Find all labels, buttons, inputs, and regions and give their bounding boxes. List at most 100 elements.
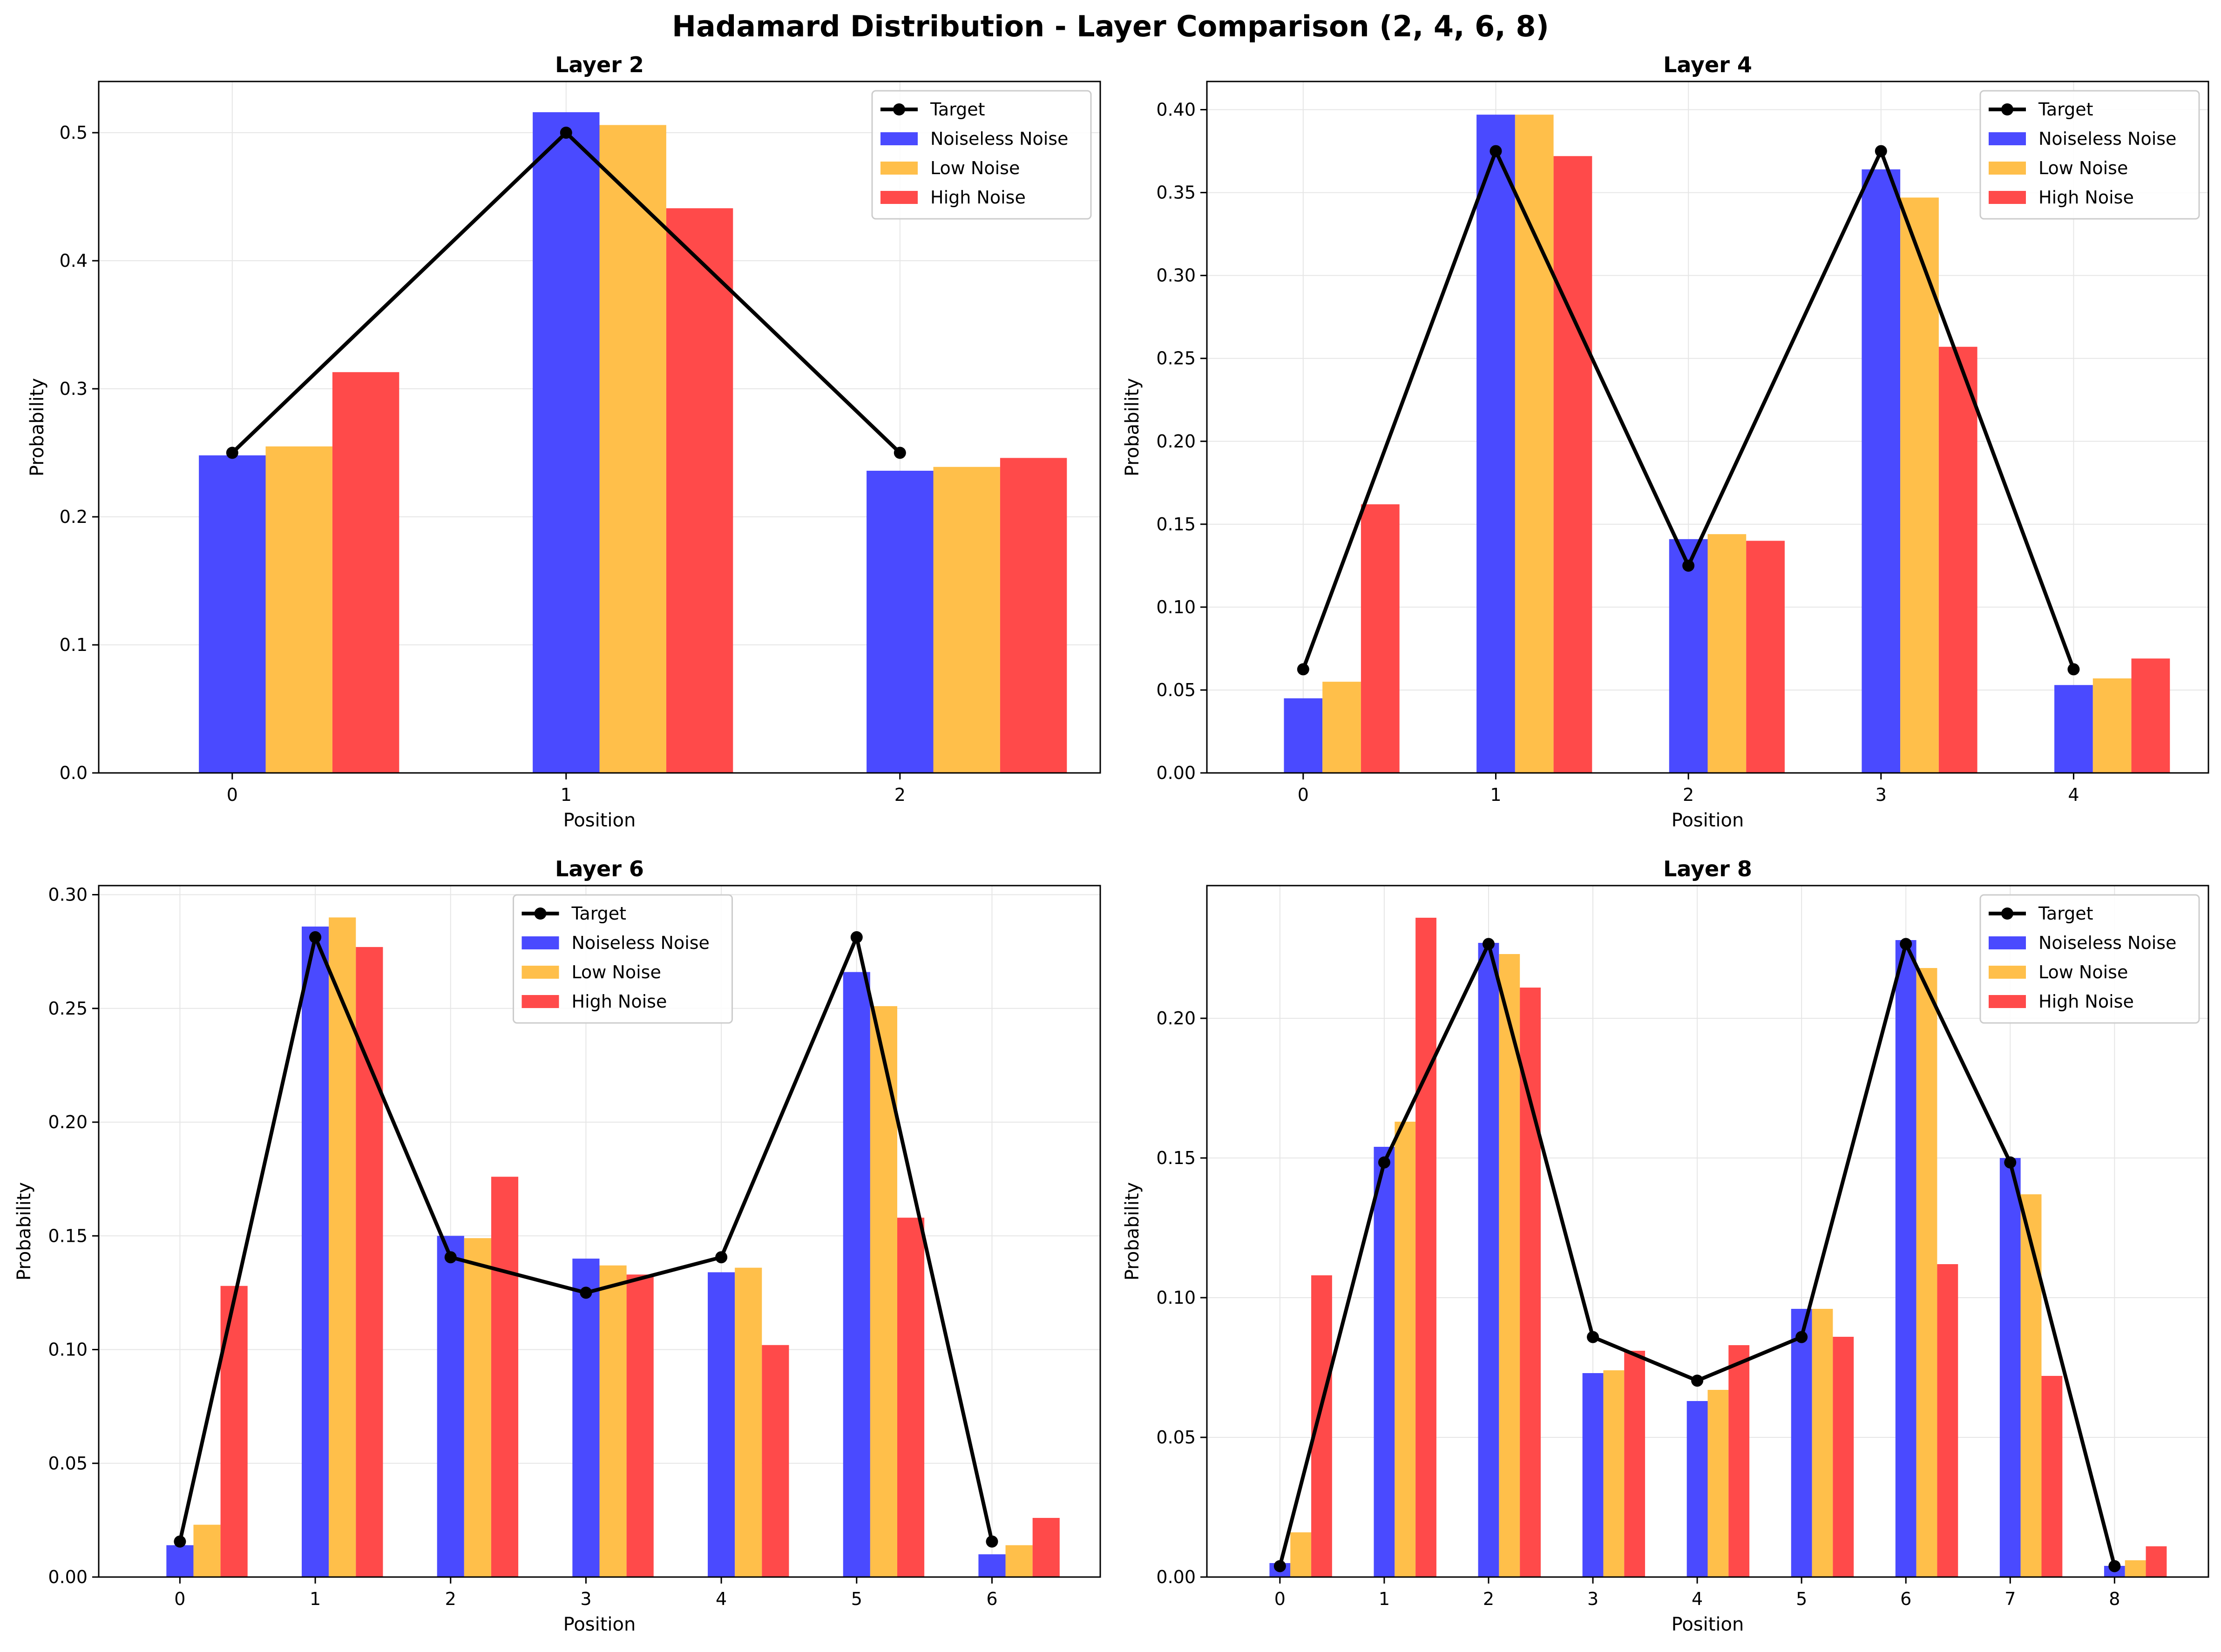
legend-swatch (1989, 191, 2026, 204)
bar-noiseless-noise (1669, 539, 1708, 773)
bar-low-noise (1005, 1545, 1033, 1577)
bar-low-noise (2125, 1560, 2146, 1577)
x-tick-label: 1 (1490, 785, 1501, 805)
x-tick-label: 2 (894, 785, 906, 805)
bar-high-noise (666, 208, 733, 773)
y-axis-label: Probability (27, 378, 48, 476)
legend-label: Low Noise (930, 158, 1020, 178)
x-tick-label: 1 (1379, 1589, 1390, 1609)
y-tick-label: 0.2 (60, 507, 88, 527)
target-point (986, 1535, 998, 1548)
bar-high-noise (491, 1177, 519, 1577)
bar-high-noise (1415, 918, 1436, 1577)
x-tick-label: 7 (2004, 1589, 2016, 1609)
x-tick-label: 5 (851, 1589, 862, 1609)
bar-noiseless-noise (843, 972, 870, 1577)
y-tick-label: 0.05 (48, 1453, 88, 1474)
legend-label: Low Noise (2038, 158, 2128, 178)
x-tick-label: 2 (445, 1589, 456, 1609)
bar-high-noise (1728, 1345, 1750, 1577)
legend-swatch (1989, 966, 2026, 979)
target-point (226, 447, 238, 459)
bar-low-noise (2092, 678, 2132, 773)
bar-noiseless-noise (1582, 1373, 1604, 1577)
target-point (1691, 1374, 1704, 1387)
subplot-layer-1: 0.0 0.1 0.2 0.3 0.4 0.5 0 1 2 Layer 2 Position Prob… (27, 52, 1101, 831)
legend: Target Noiseless Noise Low Noise High Noise (1979, 90, 2200, 220)
bar-high-noise (762, 1345, 789, 1577)
bar-noiseless-noise (867, 471, 934, 773)
x-tick-label: 3 (1876, 785, 1887, 805)
legend-swatch (521, 936, 559, 949)
target-point (1900, 938, 1912, 950)
y-tick-label: 0.00 (48, 1567, 88, 1587)
y-tick-label: 0.25 (48, 998, 88, 1019)
legend-label: Noiseless Noise (2038, 933, 2176, 953)
y-tick-label: 0.0 (60, 763, 88, 783)
x-tick-label: 0 (174, 1589, 185, 1609)
y-tick-label: 0.15 (1156, 514, 1196, 535)
bar-noiseless-noise (1284, 698, 1323, 773)
x-tick-label: 2 (1683, 785, 1694, 805)
legend-label: Target (2038, 99, 2093, 120)
bar-low-noise (464, 1238, 491, 1577)
bar-noiseless-noise (166, 1545, 194, 1577)
target-point (1297, 663, 1309, 676)
subplot-title: Layer 8 (1663, 856, 1752, 881)
bar-low-noise (1499, 954, 1520, 1577)
bar-high-noise (220, 1286, 248, 1577)
bar-high-noise (1032, 1517, 1060, 1577)
legend-label: Noiseless Noise (930, 129, 1068, 149)
target-point (1273, 1560, 1286, 1572)
legend-label: High Noise (572, 991, 667, 1012)
axes-frame (98, 885, 1101, 1578)
subplot-title: Layer 2 (555, 52, 644, 77)
y-tick-label: 0.3 (60, 379, 88, 399)
y-tick-label: 0.40 (1156, 100, 1196, 120)
legend-swatch (521, 995, 559, 1008)
legend-label: Low Noise (2038, 962, 2128, 982)
figure-title: Hadamard Distribution - Layer Comparison… (672, 9, 1549, 43)
bar-high-noise (626, 1274, 654, 1577)
legend-label: Low Noise (572, 962, 661, 982)
subplot-layer-3: 0.00 0.05 0.10 0.15 0.20 0.25 0.30 0 1 2 3 4 5 6 Layer… (14, 856, 1101, 1635)
bar-low-noise (1395, 1122, 1416, 1577)
bar-noiseless-noise (1476, 115, 1515, 773)
x-tick-label: 0 (1298, 785, 1309, 805)
bar-low-noise (1322, 682, 1361, 773)
axes-frame (1206, 885, 2209, 1578)
x-tick-label: 0 (227, 785, 238, 805)
bar-noiseless-noise (708, 1272, 735, 1577)
legend-target-marker (2001, 103, 2013, 115)
y-tick-label: 0.10 (1156, 597, 1196, 617)
bar-high-noise (2041, 1376, 2063, 1577)
x-tick-label: 1 (310, 1589, 321, 1609)
bar-high-noise (1000, 458, 1067, 773)
x-tick-label: 6 (986, 1589, 997, 1609)
target-point (850, 931, 863, 943)
bar-noiseless-noise (1999, 1158, 2021, 1577)
bar-low-noise (933, 467, 1000, 773)
y-axis-label: Probability (14, 1182, 35, 1280)
bar-high-noise (332, 372, 400, 773)
x-axis-label: Position (1672, 1614, 1744, 1635)
target-point (2108, 1560, 2121, 1572)
target-point (309, 931, 322, 943)
bar-high-noise (356, 947, 383, 1577)
x-tick-label: 4 (2068, 785, 2079, 805)
bar-high-noise (2146, 1546, 2167, 1577)
subplot-title: Layer 4 (1663, 52, 1752, 77)
legend-swatch (1989, 995, 2026, 1008)
subplot-layer-2: 0.00 0.05 0.10 0.15 0.20 0.25 0.30 0.35 0.40 0 1 2 3… (1122, 52, 2209, 831)
target-point (1482, 938, 1495, 950)
y-tick-label: 0.15 (1156, 1148, 1196, 1168)
x-tick-label: 6 (1900, 1589, 1911, 1609)
x-tick-label: 1 (561, 785, 572, 805)
x-tick-label: 3 (580, 1589, 591, 1609)
bar-noiseless-noise (1374, 1147, 1395, 1577)
y-tick-label: 0.10 (48, 1340, 88, 1360)
bar-low-noise (1707, 534, 1747, 773)
y-tick-label: 0.15 (48, 1225, 88, 1246)
bar-noiseless-noise (1791, 1309, 1812, 1577)
